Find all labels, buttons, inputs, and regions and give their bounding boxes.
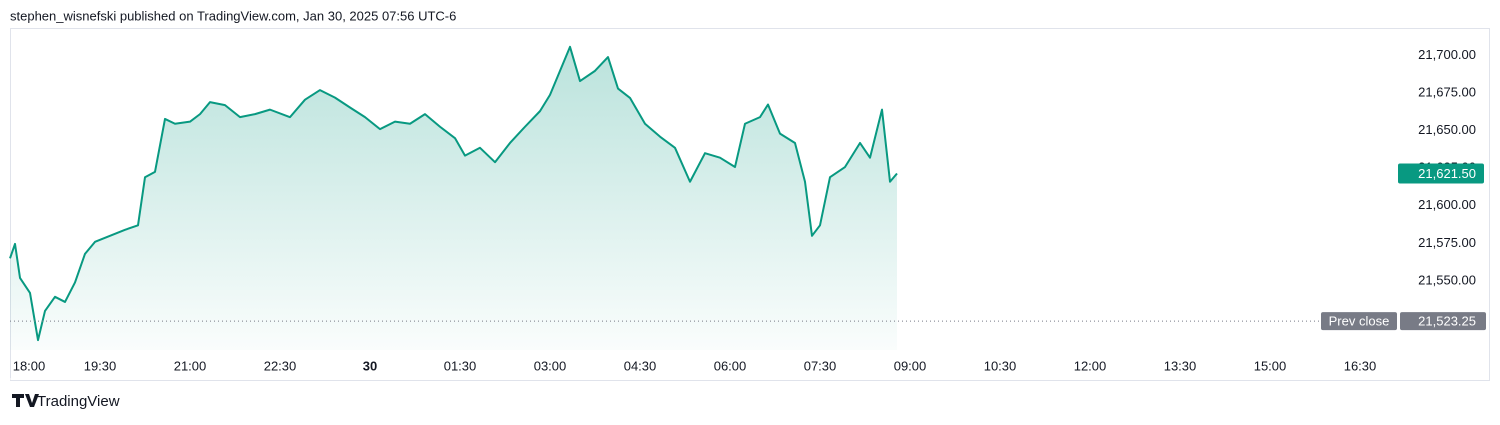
x-tick-label: 15:00 xyxy=(1254,358,1287,373)
x-tick-label: 13:30 xyxy=(1164,358,1197,373)
prev-close-box xyxy=(1400,312,1486,331)
x-tick-label: 03:00 xyxy=(534,358,567,373)
prev-close-tag xyxy=(1321,312,1397,331)
y-tick-label: 21,700.00 xyxy=(1418,47,1476,62)
y-tick-label: 21,575.00 xyxy=(1418,235,1476,250)
x-tick-label: 30 xyxy=(363,358,377,373)
x-tick-label: 07:30 xyxy=(804,358,837,373)
x-tick-label: 22:30 xyxy=(264,358,297,373)
x-tick-label: 04:30 xyxy=(624,358,657,373)
x-tick-label: 09:00 xyxy=(894,358,927,373)
y-tick-label: 21,550.00 xyxy=(1418,272,1476,287)
prev-close-label: 21,523.25 xyxy=(1418,314,1476,329)
header: stephen_wisnefski published on TradingVi… xyxy=(10,8,456,23)
y-tick-label: 21,650.00 xyxy=(1418,122,1476,137)
x-tick-label: 16:30 xyxy=(1344,358,1377,373)
x-tick-label: 18:00 xyxy=(13,358,46,373)
x-tick-label: 21:00 xyxy=(174,358,207,373)
area xyxy=(10,46,897,350)
x-tick-label: 10:30 xyxy=(984,358,1017,373)
x-tick-label: 01:30 xyxy=(444,358,477,373)
last-price-box xyxy=(1398,163,1484,184)
last-price-label: 21,621.50 xyxy=(1418,166,1476,181)
y-tick-label: 21,600.00 xyxy=(1418,197,1476,212)
y-tick-label: 21,675.00 xyxy=(1418,85,1476,100)
prev-close-name: Prev close xyxy=(1329,314,1390,329)
x-tick-label: 12:00 xyxy=(1074,358,1107,373)
logo xyxy=(12,394,39,407)
frame xyxy=(10,28,1490,381)
x-tick-label: 06:00 xyxy=(714,358,747,373)
line xyxy=(9,45,898,342)
x-tick-label: 19:30 xyxy=(84,358,117,373)
footer: TradingView xyxy=(37,393,120,410)
